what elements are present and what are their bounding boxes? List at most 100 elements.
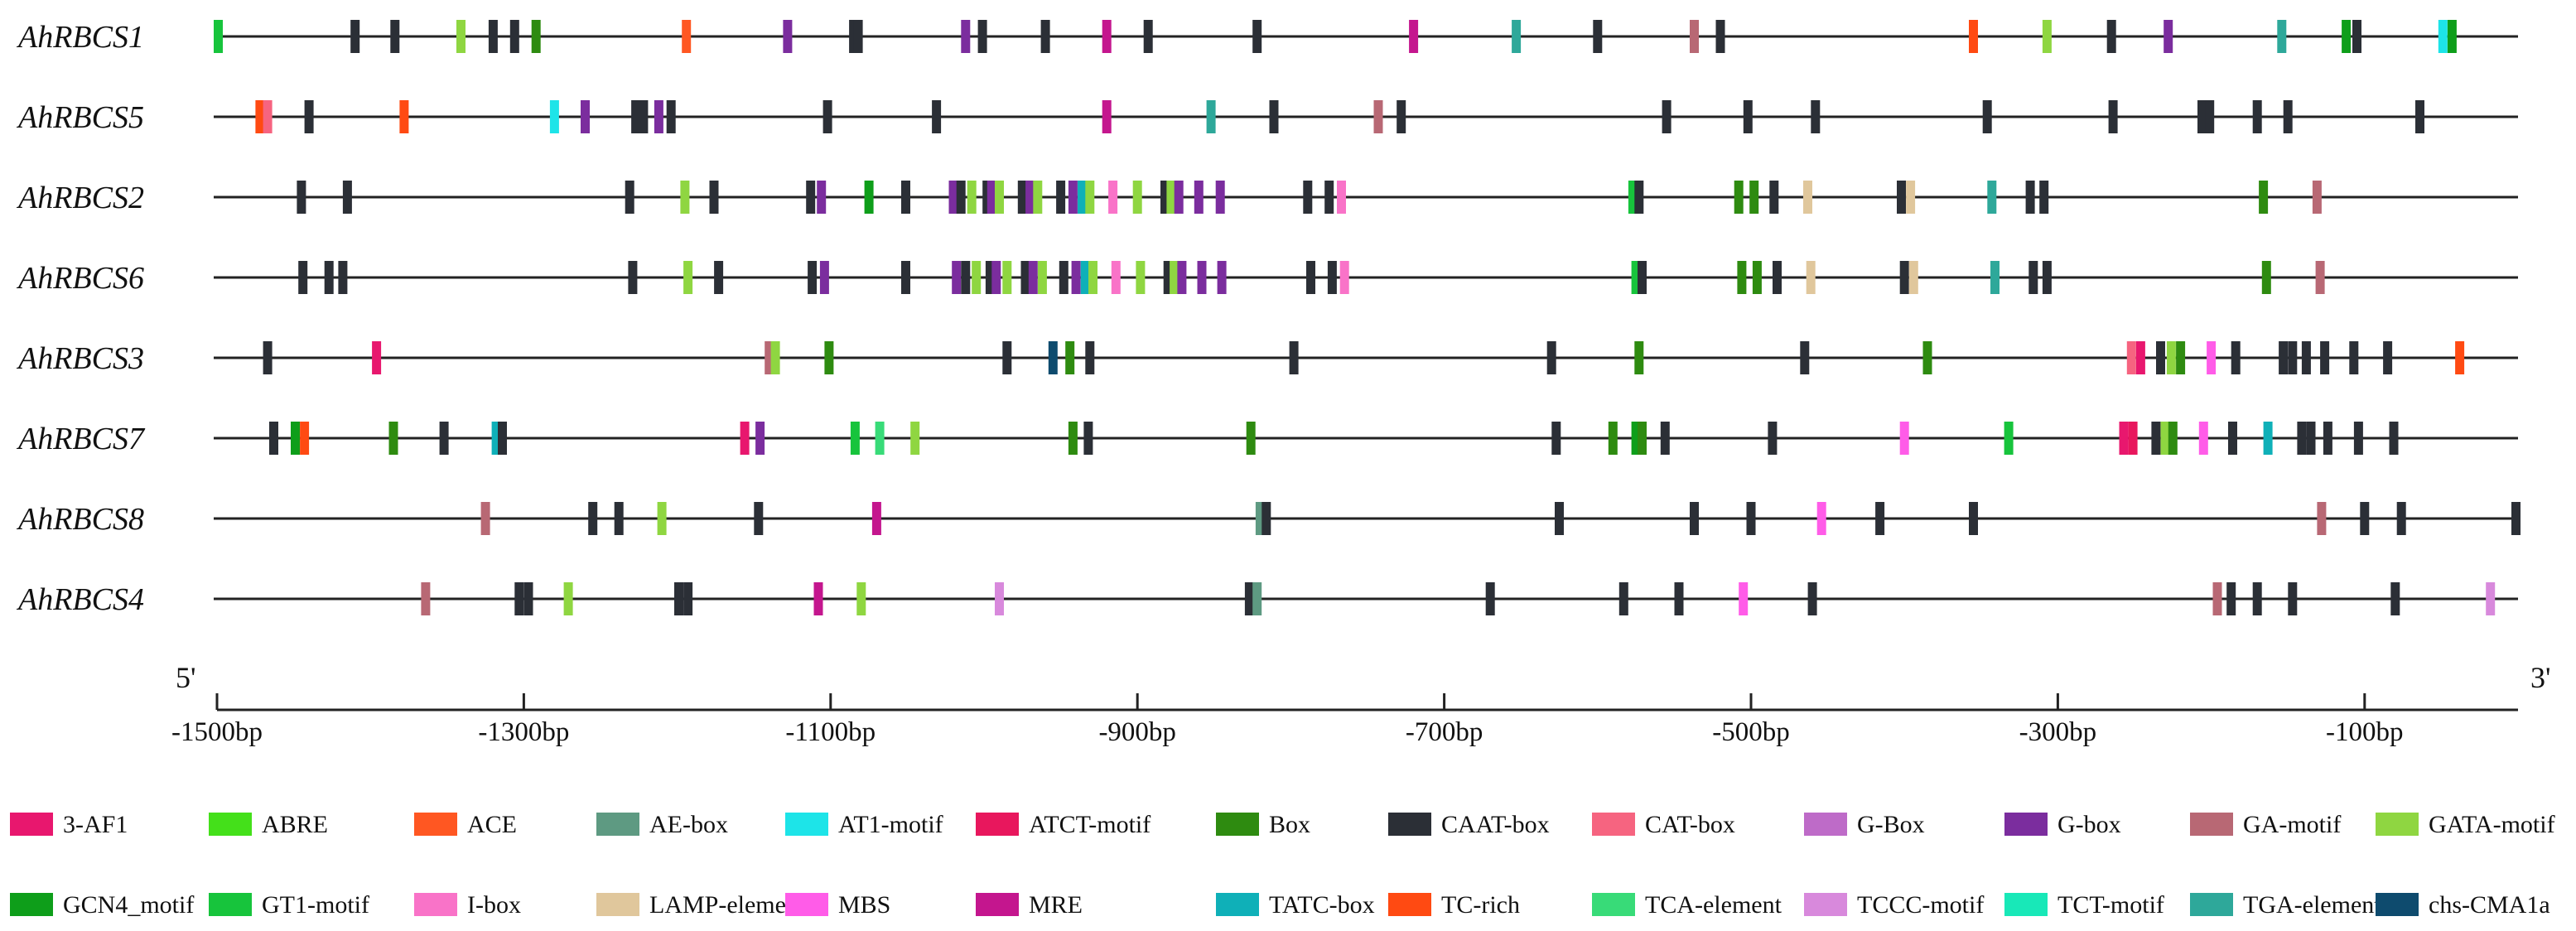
site-gata-motif	[770, 341, 780, 374]
legend-label: ABRE	[262, 811, 328, 838]
site-caat-box	[2511, 502, 2521, 535]
legend-item-i-box: I-box	[414, 891, 521, 919]
tick-label: -1500bp	[171, 717, 263, 747]
legend-label: MBS	[838, 891, 890, 919]
site-gata-motif	[856, 582, 866, 615]
site-gcn4-motif	[2447, 20, 2457, 53]
site-caat-box	[1002, 341, 1012, 374]
site-caat-box	[2226, 582, 2236, 615]
site-box	[1246, 422, 1256, 455]
legend-item-gata-motif: GATA-motif	[2376, 811, 2555, 838]
site-caat-box	[2151, 422, 2161, 455]
site-caat-box	[324, 261, 334, 294]
site-caat-box	[666, 100, 676, 133]
legend-label: GCN4_motif	[63, 891, 194, 919]
site-caat-box	[1551, 422, 1561, 455]
site-caat-box	[956, 181, 966, 214]
site-caat-box	[1085, 341, 1095, 374]
site-ae-box	[1255, 502, 1265, 535]
site-caat-box	[1261, 502, 1271, 535]
gene-row: AhRBCS1	[16, 20, 2518, 55]
site-gata-motif	[2160, 422, 2170, 455]
legend-item-g-box: G-box	[2004, 811, 2121, 838]
site-caat-box	[1746, 502, 1756, 535]
site-ga-motif	[2317, 502, 2327, 535]
legend-swatch	[2376, 813, 2419, 836]
legend-swatch	[209, 813, 252, 836]
site-box	[1734, 181, 1744, 214]
site-ga-motif	[480, 502, 490, 535]
site-i-box	[1337, 181, 1346, 214]
site-i-box	[1339, 261, 1349, 294]
site-lamp-element	[1806, 261, 1816, 294]
site-caat-box	[1327, 261, 1337, 294]
legend-swatch	[209, 893, 252, 916]
site-g-box	[991, 261, 1001, 294]
site-g-box	[819, 261, 829, 294]
tick-label: -700bp	[1406, 717, 1483, 747]
site-caat-box	[1160, 181, 1170, 214]
site-mre	[1102, 20, 1112, 53]
site-gata-motif	[910, 422, 920, 455]
legend-swatch	[596, 893, 639, 916]
legend-item-box: Box	[1216, 811, 1310, 838]
site-g-box	[1071, 261, 1081, 294]
legend-item-lamp-element: LAMP-element	[596, 891, 806, 919]
legend-label: GT1-motif	[262, 891, 369, 919]
three-prime-label: 3'	[2530, 661, 2551, 694]
legend: 3-AF1 ABRE ACE AE-box AT1-motif ATCT-motif Box…	[10, 811, 2555, 919]
legend-label: I-box	[467, 891, 521, 919]
site-caat-box	[2279, 341, 2289, 374]
site-caat-box	[2288, 341, 2298, 374]
legend-label: AE-box	[649, 811, 728, 838]
site-caat-box	[1269, 100, 1279, 133]
site-caat-box	[2108, 100, 2118, 133]
site-box	[1737, 261, 1747, 294]
site-caat-box	[1306, 261, 1315, 294]
site-caat-box	[709, 181, 719, 214]
site-caat-box	[1875, 502, 1885, 535]
gene-row: AhRBCS7	[16, 422, 2518, 456]
site-caat-box	[2156, 341, 2165, 374]
site-caat-box	[1083, 422, 1093, 455]
site-caat-box	[683, 582, 693, 615]
site-caat-box	[2383, 341, 2393, 374]
legend-swatch	[2190, 893, 2233, 916]
site-gcn4-motif	[864, 181, 874, 214]
tick-label: -500bp	[1712, 717, 1790, 747]
legend-item-tccc-motif: TCCC-motif	[1804, 891, 1984, 919]
legend-item-gt1-motif: GT1-motif	[209, 891, 369, 919]
gene-label: AhRBCS4	[16, 582, 144, 617]
site-ace	[682, 20, 692, 53]
site-gata-motif	[1002, 261, 1012, 294]
site-at1-motif	[549, 100, 559, 133]
site-tatc-box	[1080, 261, 1090, 294]
site-gata-motif	[456, 20, 466, 53]
legend-swatch	[10, 813, 53, 836]
axis-ticks: -1500bp -1300bp -1100bp -900bp -700bp -500bp -…	[171, 693, 2404, 747]
site-gt1-motif	[1628, 181, 1638, 214]
site-ga-motif	[2212, 582, 2222, 615]
site-caat-box	[1660, 422, 1670, 455]
legend-item-chs-cma1a: chs-CMA1a	[2376, 891, 2550, 919]
site-gata-motif	[995, 181, 1004, 214]
site-gata-motif	[1085, 181, 1095, 214]
site-g-box	[654, 100, 663, 133]
legend-swatch	[1804, 893, 1847, 916]
site-caat-box	[932, 100, 942, 133]
legend-swatch	[976, 893, 1019, 916]
legend-item-tct-motif: TCT-motif	[2004, 891, 2164, 919]
site-caat-box	[2297, 422, 2307, 455]
site-caat-box	[2396, 502, 2406, 535]
site-tatc-box	[491, 422, 501, 455]
gene-row: AhRBCS2	[16, 181, 2518, 215]
site-tca-element	[875, 422, 885, 455]
site-tc-rich	[1969, 20, 1978, 53]
site-caat-box	[1618, 582, 1628, 615]
site-g-box	[1215, 181, 1225, 214]
site-box	[2259, 181, 2269, 214]
site-g-box	[1174, 181, 1184, 214]
site-caat-box	[1674, 582, 1684, 615]
legend-item-ace: ACE	[414, 811, 517, 838]
site-gata-motif	[1033, 181, 1043, 214]
